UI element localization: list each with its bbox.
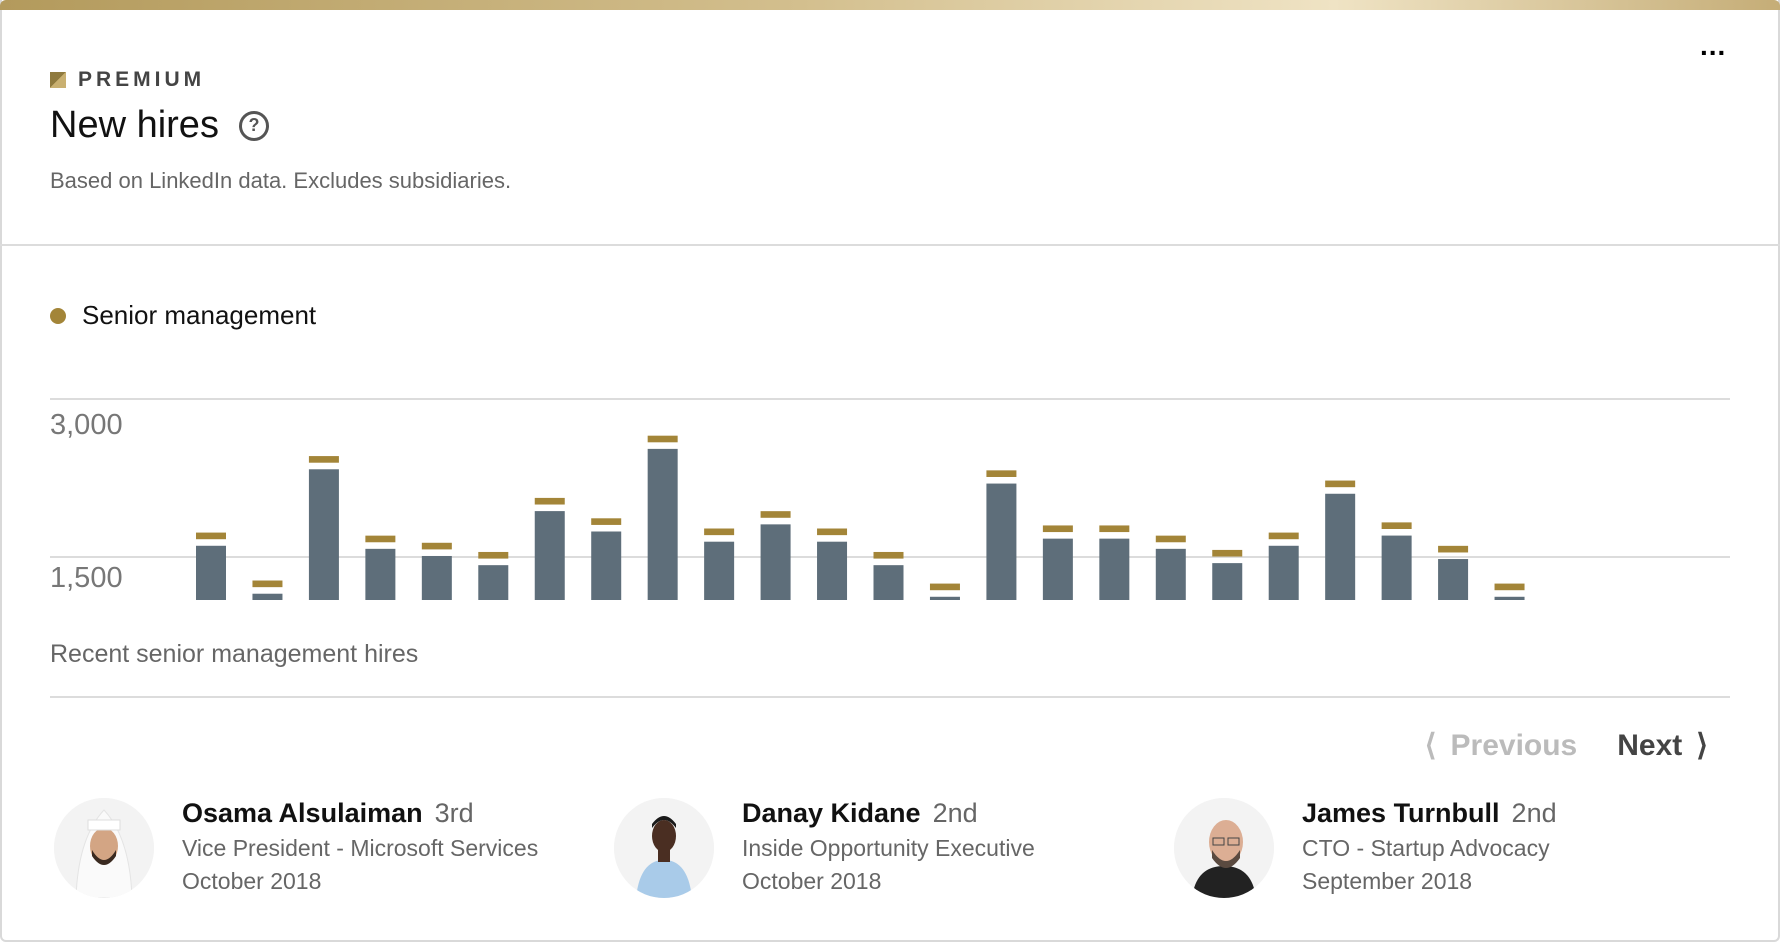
previous-label: Previous: [1450, 728, 1578, 762]
bar-all-hires: [1438, 559, 1469, 600]
bar-senior-management: [647, 435, 678, 443]
bar-all-hires: [308, 469, 339, 600]
bar-senior-management: [817, 528, 848, 536]
bar-all-hires: [1494, 596, 1525, 600]
person-role: Vice President - Microsoft Services: [182, 835, 539, 861]
divider: [50, 696, 1730, 698]
connection-degree: 3rd: [434, 798, 474, 828]
y-tick-label: 3,000: [50, 409, 123, 441]
connection-degree: 2nd: [932, 798, 978, 828]
bar-all-hires: [1099, 538, 1130, 600]
bar-all-hires: [196, 545, 226, 600]
bar-all-hires: [873, 565, 904, 600]
person-name[interactable]: Danay Kidane: [742, 798, 921, 828]
next-button[interactable]: Next ⟩: [1617, 728, 1708, 763]
connection-degree: 2nd: [1511, 798, 1557, 828]
premium-accent-bar: [0, 0, 1780, 10]
title-text: New hires: [50, 104, 219, 146]
bar-senior-management: [308, 456, 339, 463]
bar-all-hires: [478, 565, 509, 600]
premium-label: PREMIUM: [78, 68, 206, 91]
bar-senior-management: [1155, 535, 1186, 543]
bar-senior-management: [760, 511, 791, 518]
bar-senior-management: [1042, 525, 1073, 533]
bar-senior-management: [986, 470, 1017, 477]
bar-all-hires: [817, 541, 848, 600]
hire-date: September 2018: [1302, 868, 1473, 894]
bar-all-hires: [252, 593, 283, 600]
pagination: ⟨ Previous Next ⟩: [1425, 728, 1708, 763]
bar-all-hires: [534, 511, 565, 600]
bar-senior-management: [1438, 545, 1469, 553]
recent-hires-heading: Recent senior management hires: [50, 640, 419, 668]
more-options-button[interactable]: ...: [1700, 30, 1727, 61]
legend-label: Senior management: [82, 300, 317, 330]
y-tick-label: 1,500: [50, 562, 123, 594]
chevron-right-icon: ⟩: [1696, 729, 1708, 762]
bar-all-hires: [1325, 493, 1356, 600]
premium-icon: [50, 72, 66, 88]
legend-dot-icon: [50, 307, 66, 324]
bar-all-hires: [1212, 563, 1243, 600]
chart-legend: Senior management: [50, 300, 316, 331]
person-card[interactable]: Danay Kidane 2nd Inside Opportunity Execu…: [614, 798, 1035, 898]
previous-button[interactable]: ⟨ Previous: [1425, 728, 1577, 763]
bar-all-hires: [760, 524, 791, 600]
hire-date: October 2018: [742, 868, 882, 894]
person-role: CTO - Startup Advocacy: [1302, 835, 1550, 861]
subtitle: Based on LinkedIn data. Excludes subsidi…: [50, 168, 512, 193]
bar-senior-management: [421, 542, 452, 550]
bar-senior-management: [591, 518, 622, 525]
avatar[interactable]: [1174, 798, 1274, 898]
bar-all-hires: [591, 531, 622, 600]
bar-senior-management: [873, 551, 904, 559]
bar-senior-management: [1212, 549, 1243, 557]
bar-senior-management: [196, 532, 226, 540]
bar-senior-management: [534, 497, 565, 505]
divider: [0, 244, 1780, 246]
avatar[interactable]: [54, 798, 154, 898]
bar-senior-management: [704, 528, 735, 536]
bar-senior-management: [1268, 532, 1299, 540]
bar-senior-management: [1325, 480, 1356, 488]
avatar[interactable]: [614, 798, 714, 898]
person-name[interactable]: James Turnbull: [1302, 798, 1500, 828]
person-role: Inside Opportunity Executive: [742, 835, 1035, 861]
bar-all-hires: [1155, 548, 1186, 600]
bar-all-hires: [365, 548, 396, 600]
bar-senior-management: [252, 580, 283, 588]
bar-all-hires: [1268, 545, 1299, 600]
question-circle-icon[interactable]: ?: [238, 110, 269, 141]
bar-senior-management: [929, 583, 960, 591]
bar-all-hires: [929, 596, 960, 600]
bar-all-hires: [421, 555, 452, 600]
person-card[interactable]: James Turnbull 2nd CTO - Startup Advocacy…: [1174, 798, 1557, 898]
bar-senior-management: [478, 551, 509, 559]
bar-all-hires: [704, 541, 735, 600]
hire-date: October 2018: [182, 868, 322, 894]
bar-all-hires: [1042, 538, 1073, 600]
next-label: Next: [1617, 728, 1683, 762]
bar-senior-management: [1099, 525, 1130, 533]
bar-all-hires: [647, 448, 678, 600]
bar-senior-management: [365, 535, 396, 543]
person-name[interactable]: Osama Alsulaiman: [182, 798, 423, 828]
chevron-left-icon: ⟨: [1424, 729, 1437, 762]
person-card[interactable]: Osama Alsulaiman 3rd Vice President - Mic…: [54, 798, 538, 898]
bar-senior-management: [1494, 583, 1525, 591]
premium-badge: PREMIUM: [50, 68, 205, 92]
bar-senior-management: [1381, 522, 1412, 530]
bar-all-hires: [1381, 535, 1412, 600]
page-title: New hires ?: [50, 104, 269, 147]
bar-all-hires: [986, 483, 1017, 600]
